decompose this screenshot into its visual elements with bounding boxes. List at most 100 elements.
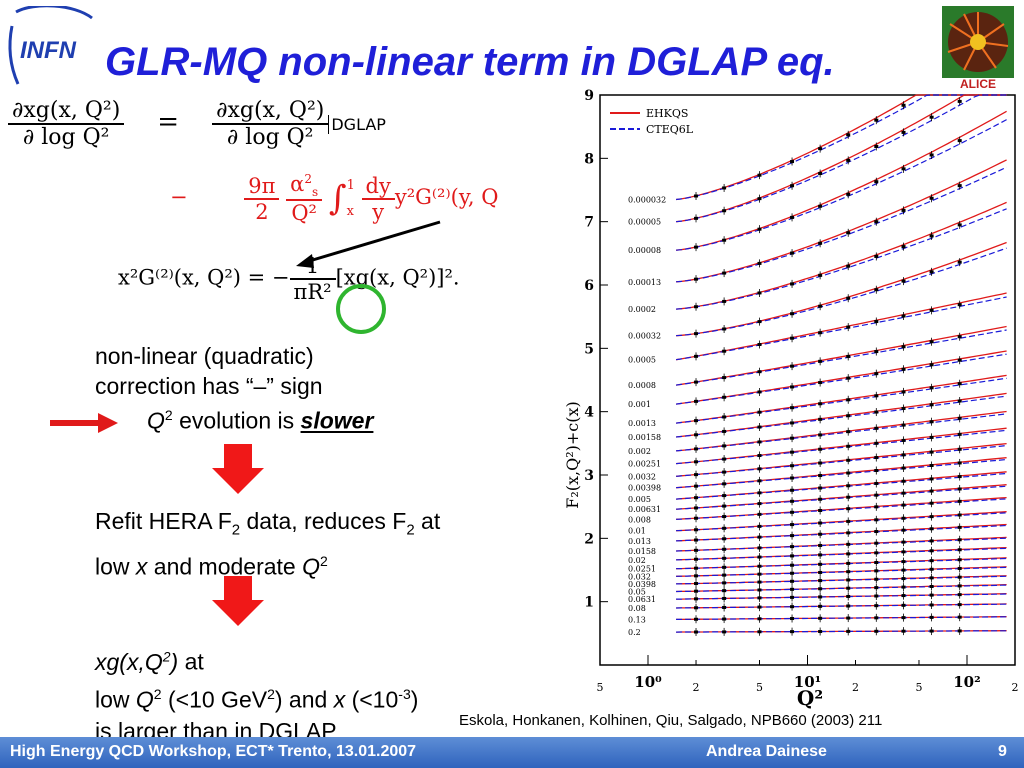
evo-q-sup: 2 [164, 407, 173, 423]
series-cteq-curve [676, 547, 1007, 561]
low-lt: (<10 [345, 686, 399, 713]
f2-chart: 1 2 3 4 5 6 7 8 9 10⁰ 10¹ 10² 5 2 5 2 5 2 EHKQS CTEQ6L 0.000… [563, 88, 1019, 710]
low-x: x [333, 686, 346, 713]
eq1-rhs-denominator: ∂ log Q² [226, 125, 314, 150]
series-cteq-curve [676, 566, 1007, 577]
reference-citation: Eskola, Honkanen, Kolhinen, Qiu, Salgado… [459, 712, 883, 729]
x-bin-label: 0.0398 [628, 580, 656, 589]
eq2-lhs: x²G⁽²⁾(x, Q²) = − [118, 265, 290, 290]
refit-sub-1: 2 [231, 521, 241, 539]
xg-close: ) [170, 648, 179, 675]
x-bin-label: 0.00158 [628, 433, 661, 442]
x-bin-label: 0.001 [628, 400, 651, 409]
refit-line2-a: low [95, 553, 136, 580]
x-bin-label: 0.00398 [628, 484, 661, 493]
series-cteq-curve [676, 472, 1007, 500]
series-cteq-curve [676, 603, 1007, 609]
x-major-tick-label: 10¹ [794, 673, 821, 691]
y-tick-label: 6 [584, 278, 594, 294]
footer-workshop: High Energy QCD Workshop, ECT* Trento, 1… [10, 743, 417, 760]
x-bin-label: 0.0158 [628, 547, 656, 556]
refit-x: x [135, 553, 148, 580]
footer-page-number: 9 [998, 743, 1007, 760]
x-bin-label: 0.0002 [628, 305, 656, 314]
eq1-int-lower: x [346, 203, 354, 219]
low-close: ) [410, 686, 419, 713]
x-bin-label: 0.0251 [628, 565, 656, 574]
x-bin-label: 0.002 [628, 447, 651, 456]
x-bin-label: 0.005 [628, 495, 651, 504]
footer-bar: High Energy QCD Workshop, ECT* Trento, 1… [0, 737, 1024, 768]
low-gev-sup: 2 [267, 685, 275, 702]
refit-q: Q [302, 553, 321, 580]
equation-1-nonlinear-term: − 9π 2 α2s Q² ∫ 1 x dy y y²G⁽²⁾(y, Q [170, 172, 499, 226]
series-cteq-curve [676, 445, 1007, 477]
x-bin-label: 0.00251 [628, 460, 661, 469]
x-bin-label: 0.01 [628, 527, 646, 536]
series-cteq-curve [676, 247, 1007, 337]
x-bin-label: 0.0032 [628, 472, 656, 481]
series-cteq-curve [676, 94, 1007, 223]
eq1-dy-numerator: dy [361, 174, 395, 200]
chart-x-axis-label: Q² [797, 686, 823, 710]
x-bin-label: 0.00013 [628, 278, 661, 287]
series-ehkqs-curve [676, 110, 1007, 251]
y-tick-label: 9 [584, 88, 594, 104]
x-minor-tick-label: 2 [693, 681, 700, 694]
x-bin-label: 0.00631 [628, 505, 661, 514]
chart-y-axis-label: F₂(x,Q²)+c(x) [563, 401, 582, 509]
series-cteq-curve [676, 166, 1007, 283]
series-cteq-curve [676, 119, 1007, 251]
series-cteq-curve [676, 498, 1007, 520]
series-cteq-curve [676, 630, 1007, 633]
eq1-lhs-denominator: ∂ log Q² [22, 125, 110, 150]
eq1-int-upper: 1 [346, 177, 355, 193]
refit-text-2: data, reduces F [240, 508, 407, 534]
low-paren: (<10 GeV [161, 686, 268, 713]
series-cteq-curve [676, 395, 1007, 438]
x-bin-label: 0.0008 [628, 381, 656, 390]
chart-plot-area: 1 2 3 4 5 6 7 8 9 10⁰ 10¹ 10² 5 2 5 2 5 2 EHKQS CTEQ6L 0.000… [584, 88, 1018, 694]
x-bin-label: 0.0013 [628, 419, 656, 428]
series-cteq-curve [676, 429, 1007, 465]
y-tick-label: 8 [584, 151, 594, 167]
series-cteq-curve [676, 616, 1007, 620]
eq1-tail: y²G⁽²⁾(y, Q [394, 185, 499, 210]
refit-note: Refit HERA F2 data, reduces F2 at low x … [95, 506, 440, 581]
series-cteq-curve [676, 458, 1007, 489]
x-minor-tick-label: 2 [852, 681, 859, 694]
series-ehkqs-curve [676, 241, 1007, 337]
series-cteq-curve [676, 584, 1007, 593]
refit-sub-2: 2 [406, 521, 415, 539]
low-q-sup: 2 [153, 685, 162, 702]
x-minor-tick-label: 5 [756, 681, 763, 694]
y-tick-label: 1 [584, 595, 594, 611]
evo-text: evolution is [172, 407, 301, 434]
series-cteq-curve [676, 575, 1007, 585]
x-bin-label: 0.000032 [628, 196, 666, 205]
y-tick-label: 4 [584, 405, 594, 421]
evolution-note: Q2 evolution is slower [147, 407, 373, 435]
series-cteq-curve [676, 208, 1007, 310]
eq1-dy-denominator: y [372, 199, 385, 224]
x-minor-tick-label: 2 [1012, 681, 1019, 694]
xg-at: at [178, 648, 204, 675]
legend-label-cteq: CTEQ6L [646, 123, 694, 136]
series-ehkqs-curve [676, 201, 1007, 310]
low-text: low [95, 686, 136, 713]
xg-sup: 2 [162, 648, 171, 664]
x-minor-tick-label: 5 [597, 681, 604, 694]
y-tick-label: 7 [584, 215, 594, 231]
series-cteq-curve [676, 524, 1007, 542]
eq1-equals: = [157, 107, 180, 137]
refit-text-1: Refit HERA F [95, 508, 232, 534]
eq2-denominator: πR² [293, 280, 332, 304]
series-cteq-curve [676, 537, 1007, 552]
eq1-lhs-numerator: ∂xg(x, Q²) [8, 98, 125, 125]
eq2-numerator: 1 [289, 254, 336, 280]
red-down-arrow-2 [212, 576, 264, 626]
y-tick-label: 3 [584, 468, 594, 484]
low-exp: -3 [398, 685, 411, 702]
x-bin-label: 0.032 [628, 572, 651, 581]
x-bin-label: 0.013 [628, 537, 651, 546]
